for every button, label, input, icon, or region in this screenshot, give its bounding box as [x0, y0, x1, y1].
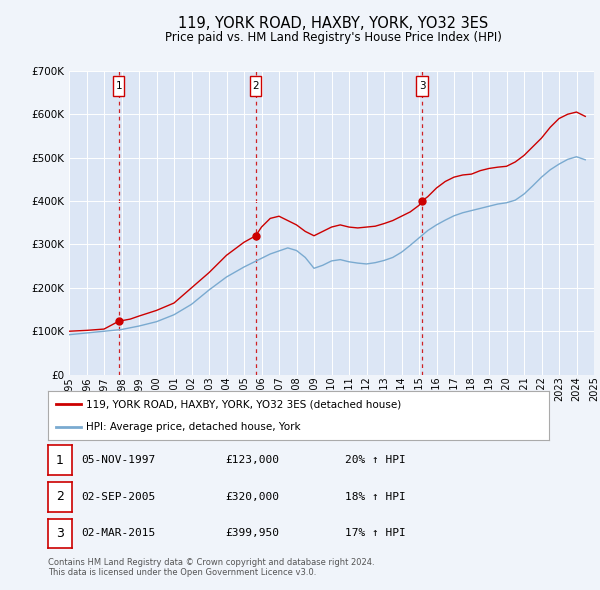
Text: 17% ↑ HPI: 17% ↑ HPI — [345, 529, 406, 538]
Text: HPI: Average price, detached house, York: HPI: Average price, detached house, York — [86, 422, 300, 432]
Text: 1: 1 — [56, 454, 64, 467]
Text: 02-MAR-2015: 02-MAR-2015 — [81, 529, 155, 538]
Text: 18% ↑ HPI: 18% ↑ HPI — [345, 492, 406, 502]
Text: 05-NOV-1997: 05-NOV-1997 — [81, 455, 155, 465]
Text: Price paid vs. HM Land Registry's House Price Index (HPI): Price paid vs. HM Land Registry's House … — [164, 31, 502, 44]
Text: Contains HM Land Registry data © Crown copyright and database right 2024.
This d: Contains HM Land Registry data © Crown c… — [48, 558, 374, 577]
Text: 2: 2 — [253, 81, 259, 91]
FancyBboxPatch shape — [113, 76, 124, 96]
Text: 119, YORK ROAD, HAXBY, YORK, YO32 3ES: 119, YORK ROAD, HAXBY, YORK, YO32 3ES — [178, 16, 488, 31]
Text: £399,950: £399,950 — [225, 529, 279, 538]
FancyBboxPatch shape — [250, 76, 262, 96]
Text: 02-SEP-2005: 02-SEP-2005 — [81, 492, 155, 502]
FancyBboxPatch shape — [416, 76, 428, 96]
Text: 2: 2 — [56, 490, 64, 503]
Text: 1: 1 — [115, 81, 122, 91]
Text: 119, YORK ROAD, HAXBY, YORK, YO32 3ES (detached house): 119, YORK ROAD, HAXBY, YORK, YO32 3ES (d… — [86, 399, 401, 409]
Text: £123,000: £123,000 — [225, 455, 279, 465]
Text: 3: 3 — [419, 81, 425, 91]
Text: £320,000: £320,000 — [225, 492, 279, 502]
Text: 20% ↑ HPI: 20% ↑ HPI — [345, 455, 406, 465]
Text: 3: 3 — [56, 527, 64, 540]
